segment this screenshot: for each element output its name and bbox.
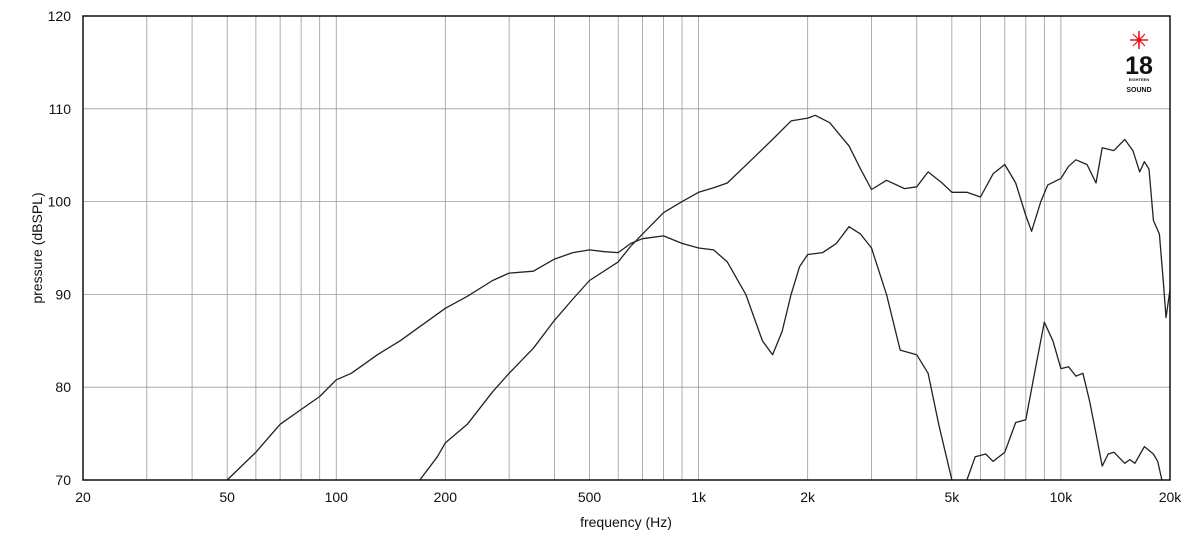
logo-small-text: EIGHTEEN <box>1129 77 1150 82</box>
y-tick-label: 90 <box>55 286 71 302</box>
x-tick-labels: 20 50 100 200 500 1k 2k 5k 10k 20k <box>75 489 1182 505</box>
x-tick-label: 200 <box>434 489 458 505</box>
series-line-2 <box>419 114 1171 481</box>
star-icon <box>1130 31 1148 49</box>
x-tick-label: 1k <box>691 489 707 505</box>
y-axis-label: pressure (dBSPL) <box>29 192 45 303</box>
x-tick-label: 10k <box>1050 489 1074 505</box>
series-lines <box>226 114 1171 481</box>
series-line-1 <box>226 226 953 481</box>
x-tick-label: 50 <box>219 489 235 505</box>
plot-frame <box>82 15 1171 481</box>
y-tick-label: 80 <box>55 379 71 395</box>
grid-lines <box>83 16 1170 480</box>
x-tick-label: 20 <box>75 489 91 505</box>
x-axis-label: frequency (Hz) <box>580 514 672 530</box>
logo-number: 18 <box>1125 52 1153 80</box>
y-tick-label: 70 <box>55 472 71 488</box>
x-tick-label: 5k <box>944 489 960 505</box>
y-tick-label: 120 <box>48 8 72 24</box>
y-tick-label: 110 <box>49 101 72 117</box>
x-tick-label: 2k <box>800 489 816 505</box>
x-tick-label: 100 <box>325 489 349 505</box>
brand-logo: 18 EIGHTEEN SOUND <box>1125 31 1153 94</box>
plot-background <box>83 16 1170 480</box>
logo-word: SOUND <box>1126 87 1151 94</box>
series-line-3 <box>966 321 1163 481</box>
y-tick-label: 100 <box>48 194 72 210</box>
x-tick-label: 20k <box>1159 489 1183 505</box>
y-tick-labels: 70 80 90 100 110 120 <box>48 8 72 488</box>
x-tick-label: 500 <box>578 489 602 505</box>
